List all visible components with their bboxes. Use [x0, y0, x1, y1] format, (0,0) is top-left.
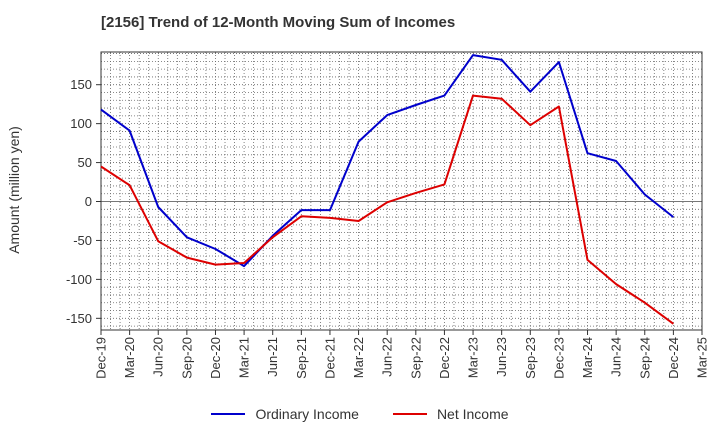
- series-line-net-income: [100, 94, 674, 325]
- legend-item-ordinary-income: Ordinary Income: [211, 406, 359, 422]
- legend-swatch-ordinary-income: [211, 413, 246, 415]
- y-tick-label: 50: [78, 155, 92, 170]
- chart-title: [2156] Trend of 12-Month Moving Sum of I…: [101, 14, 456, 31]
- x-tick-label: Dec-23: [551, 337, 566, 379]
- legend-label-net-income: Net Income: [436, 406, 509, 422]
- legend: Ordinary Income Net Income: [0, 406, 720, 422]
- x-tick-label: Jun-20: [151, 337, 166, 377]
- legend-swatch-net-income: [392, 413, 427, 415]
- x-tick-label: Dec-20: [208, 337, 223, 379]
- axes: [96, 51, 703, 335]
- x-tick-label: Mar-25: [695, 337, 710, 378]
- y-tick-labels: 150 100 50 0 -50 -100 -150: [66, 77, 92, 326]
- y-axis-title: Amount (million yen): [6, 126, 22, 254]
- x-tick-label: Mar-22: [351, 337, 366, 378]
- x-tick-label: Jun-24: [609, 337, 624, 377]
- y-tick-label: 150: [70, 77, 92, 92]
- grid: [101, 52, 702, 330]
- x-tick-label: Dec-21: [322, 337, 337, 379]
- x-tick-label: Dec-19: [94, 337, 109, 379]
- x-tick-label: Sep-22: [408, 337, 423, 379]
- x-tick-label: Mar-23: [466, 337, 481, 378]
- y-tick-label: -150: [66, 311, 92, 326]
- x-tick-label: Sep-20: [179, 337, 194, 379]
- x-tick-label: Mar-21: [237, 337, 252, 378]
- x-tick-label: Sep-24: [637, 337, 652, 379]
- x-tick-labels: Dec-19 Mar-20 Jun-20 Sep-20 Dec-20 Mar-21 Jun-…: [94, 337, 710, 379]
- plot-frame: [100, 51, 703, 331]
- y-tick-label: -50: [73, 233, 92, 248]
- x-tick-label: Jun-22: [380, 337, 395, 377]
- y-tick-label: 100: [70, 116, 92, 131]
- y-tick-label: 0: [85, 194, 92, 209]
- x-tick-label: Mar-24: [580, 337, 595, 378]
- series-line-ordinary-income: [100, 54, 675, 268]
- x-tick-label: Jun-23: [494, 337, 509, 377]
- x-tick-label: Dec-22: [437, 337, 452, 379]
- legend-item-net-income: Net Income: [392, 406, 509, 422]
- x-tick-label: Dec-24: [666, 337, 681, 379]
- x-tick-label: Sep-23: [523, 337, 538, 379]
- series-lines: [100, 54, 675, 325]
- x-tick-label: Mar-20: [122, 337, 137, 378]
- x-tick-label: Jun-21: [265, 337, 280, 377]
- x-tick-label: Sep-21: [294, 337, 309, 379]
- y-tick-label: -100: [66, 272, 92, 287]
- legend-label-ordinary-income: Ordinary Income: [255, 406, 359, 422]
